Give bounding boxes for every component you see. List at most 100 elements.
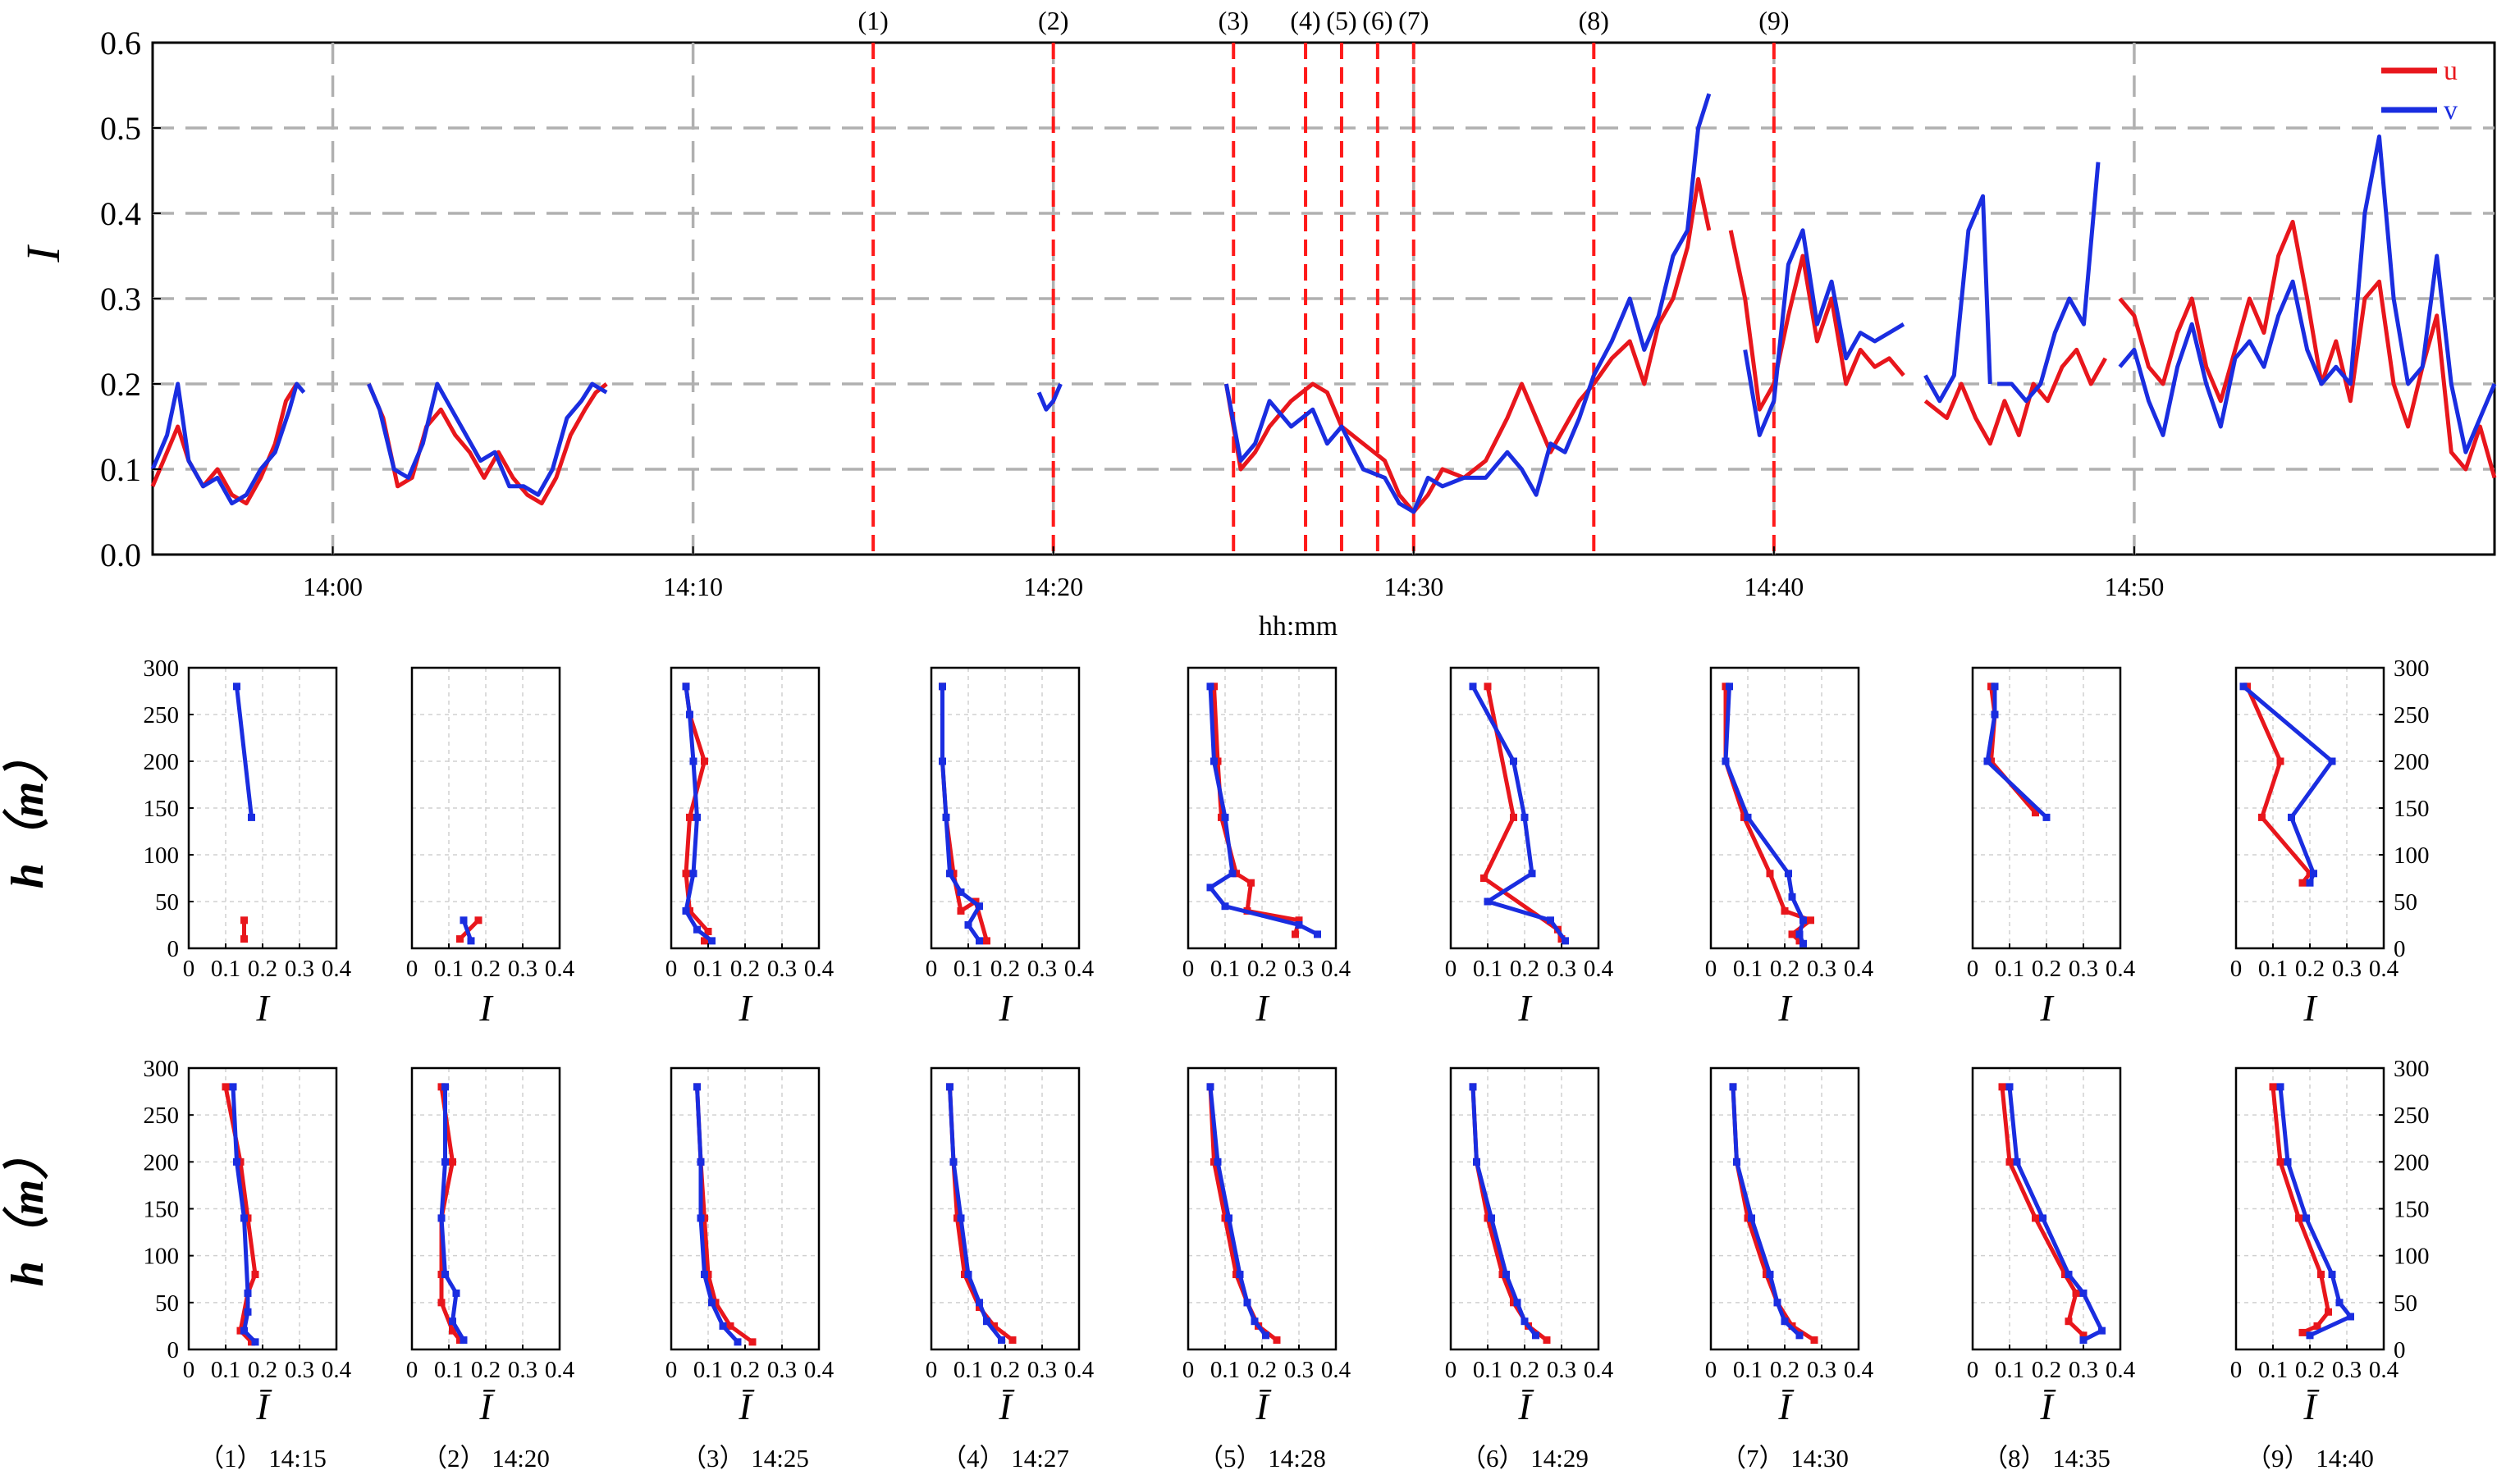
profile-x-tick-label: 0.2 xyxy=(471,956,501,982)
profile-v-marker xyxy=(1502,1271,1510,1279)
y-tick-label: 0.6 xyxy=(100,25,141,62)
x-tick-label: 14:50 xyxy=(2104,572,2164,601)
profile-panel: 0 0.1 0.2 0.3 0.4 Ī xyxy=(406,1066,575,1427)
profile-x-tick-label: 0.1 xyxy=(953,956,983,982)
profile-x-label: Ī xyxy=(738,1386,755,1427)
profile-y-tick-label: 50 xyxy=(155,1290,179,1317)
profile-v-marker xyxy=(697,1214,705,1222)
profile-u-marker xyxy=(240,935,248,943)
profile-x-tick-label: 0 xyxy=(926,956,938,982)
profile-v-marker xyxy=(244,1289,252,1297)
profile-u-marker xyxy=(449,1158,456,1166)
profile-v-marker xyxy=(964,921,972,929)
profile-x-label: I xyxy=(1255,987,1270,1029)
profile-x-tick-label: 0.4 xyxy=(1321,1357,1351,1383)
profile-y-tick-label: 50 xyxy=(155,889,179,916)
profile-y-tick-label: 300 xyxy=(2394,655,2430,682)
profile-caption: （5） 14:28 xyxy=(1198,1444,1326,1473)
profile-u-marker xyxy=(1810,1336,1818,1345)
profile-x-label: I xyxy=(1777,987,1793,1029)
profile-v-marker xyxy=(437,1214,446,1222)
profile-u-marker xyxy=(240,916,248,925)
profile-v-marker xyxy=(460,916,468,925)
profile-v-marker xyxy=(452,1289,460,1297)
profile-u-marker xyxy=(682,870,690,878)
profile-v-marker xyxy=(1744,813,1752,821)
profile-v-marker xyxy=(949,1158,958,1166)
profile-u-marker xyxy=(1781,906,1789,915)
profile-y-tick-label: 100 xyxy=(144,1244,180,1270)
series-v-line xyxy=(367,381,608,497)
profile-v-marker xyxy=(441,1083,449,1091)
profile-v-marker xyxy=(1766,1271,1774,1279)
profile-v-marker xyxy=(240,1214,248,1222)
profile-u-marker xyxy=(2072,1289,2080,1297)
profile-x-label: Ī xyxy=(255,1386,272,1427)
profile-u-marker xyxy=(2258,813,2266,821)
profile-x-tick-label: 0.2 xyxy=(1247,956,1277,982)
profile-y-tick-label: 250 xyxy=(2394,702,2430,728)
profile-u-marker xyxy=(686,813,693,821)
profile-x-tick-label: 0.2 xyxy=(248,956,277,982)
profile-y-tick-label: 0 xyxy=(2394,936,2406,962)
profile-v-marker xyxy=(1795,1331,1804,1340)
profile-v-marker xyxy=(689,870,697,878)
profile-x-tick-label: 0.3 xyxy=(1027,956,1057,982)
profile-u-marker xyxy=(2317,1271,2325,1279)
profile-x-tick-label: 0 xyxy=(2230,1357,2243,1383)
profile-x-tick-label: 0.1 xyxy=(1210,1357,1240,1383)
profile-v-marker xyxy=(1469,1083,1477,1091)
series-u-line xyxy=(2118,219,2497,479)
profile-u-marker xyxy=(222,1083,230,1091)
profile-v-marker xyxy=(2276,1083,2284,1091)
profile-v-marker xyxy=(1262,1331,1269,1340)
profile-x-tick-label: 0 xyxy=(1967,1357,1979,1383)
profile-caption: （1） 14:15 xyxy=(199,1444,327,1473)
profile-u-marker xyxy=(1543,1336,1551,1345)
profile-caption: （4） 14:27 xyxy=(941,1444,1069,1473)
profile-v-marker xyxy=(1473,1158,1480,1166)
profile-v-marker xyxy=(1521,813,1529,821)
profile-u-marker xyxy=(1008,1336,1017,1345)
profile-v-marker xyxy=(1799,939,1807,947)
profile-u-marker xyxy=(983,937,990,945)
profile-panel: 0 0.1 0.2 0.3 0.4 Ī xyxy=(1182,1066,1351,1427)
profile-v-line xyxy=(235,686,254,818)
profile-x-tick-label: 0.1 xyxy=(1995,956,2024,982)
profile-v-marker xyxy=(1799,916,1807,925)
profile-v-marker xyxy=(1251,1317,1259,1326)
profile-v-marker xyxy=(998,1336,1005,1345)
profile-v-marker xyxy=(251,1338,259,1346)
profile-x-label: I xyxy=(2039,987,2055,1029)
profile-v-marker xyxy=(1295,921,1303,929)
profile-x-tick-label: 0.1 xyxy=(1733,1357,1763,1383)
profile-v-marker xyxy=(1773,1299,1781,1307)
profile-v-marker xyxy=(1562,937,1569,945)
profile-x-tick-label: 0 xyxy=(1445,956,1457,982)
event-label: (5) xyxy=(1326,6,1356,35)
profile-v-marker xyxy=(1521,1317,1529,1326)
profile-y-tick-label: 100 xyxy=(2394,842,2430,869)
profile-v-marker xyxy=(1225,1214,1232,1222)
series-v-line xyxy=(1592,93,1712,377)
profile-v-marker xyxy=(1795,930,1804,938)
profile-v-marker xyxy=(1513,1299,1521,1307)
profile-y-tick-label: 100 xyxy=(144,842,180,869)
profile-x-tick-label: 0.3 xyxy=(1284,1357,1314,1383)
profile-caption: （8） 14:35 xyxy=(1982,1444,2110,1473)
profile-v-marker xyxy=(976,902,983,911)
profile-v-marker xyxy=(2306,879,2314,887)
x-tick-label: 14:20 xyxy=(1023,572,1083,601)
profile-v-marker xyxy=(2306,1331,2314,1340)
profile-v-marker xyxy=(1733,1158,1740,1166)
event-label: (1) xyxy=(857,6,888,35)
profile-x-tick-label: 0.2 xyxy=(1770,1357,1799,1383)
profile-x-tick-label: 0.4 xyxy=(1584,956,1614,982)
series-u-line xyxy=(150,382,299,506)
profile-x-tick-label: 0.4 xyxy=(322,1357,352,1383)
profile-x-tick-label: 0.4 xyxy=(2369,1357,2399,1383)
profile-v-marker xyxy=(1532,1331,1539,1340)
timeseries-panel: (1) (2) (3) (4) (5) (6) (7) (8) (9) 0.0 0.1 0.2 0.3… xyxy=(16,6,2497,642)
profile-x-tick-label: 0.2 xyxy=(1770,956,1799,982)
profile-v-marker xyxy=(233,1158,240,1166)
